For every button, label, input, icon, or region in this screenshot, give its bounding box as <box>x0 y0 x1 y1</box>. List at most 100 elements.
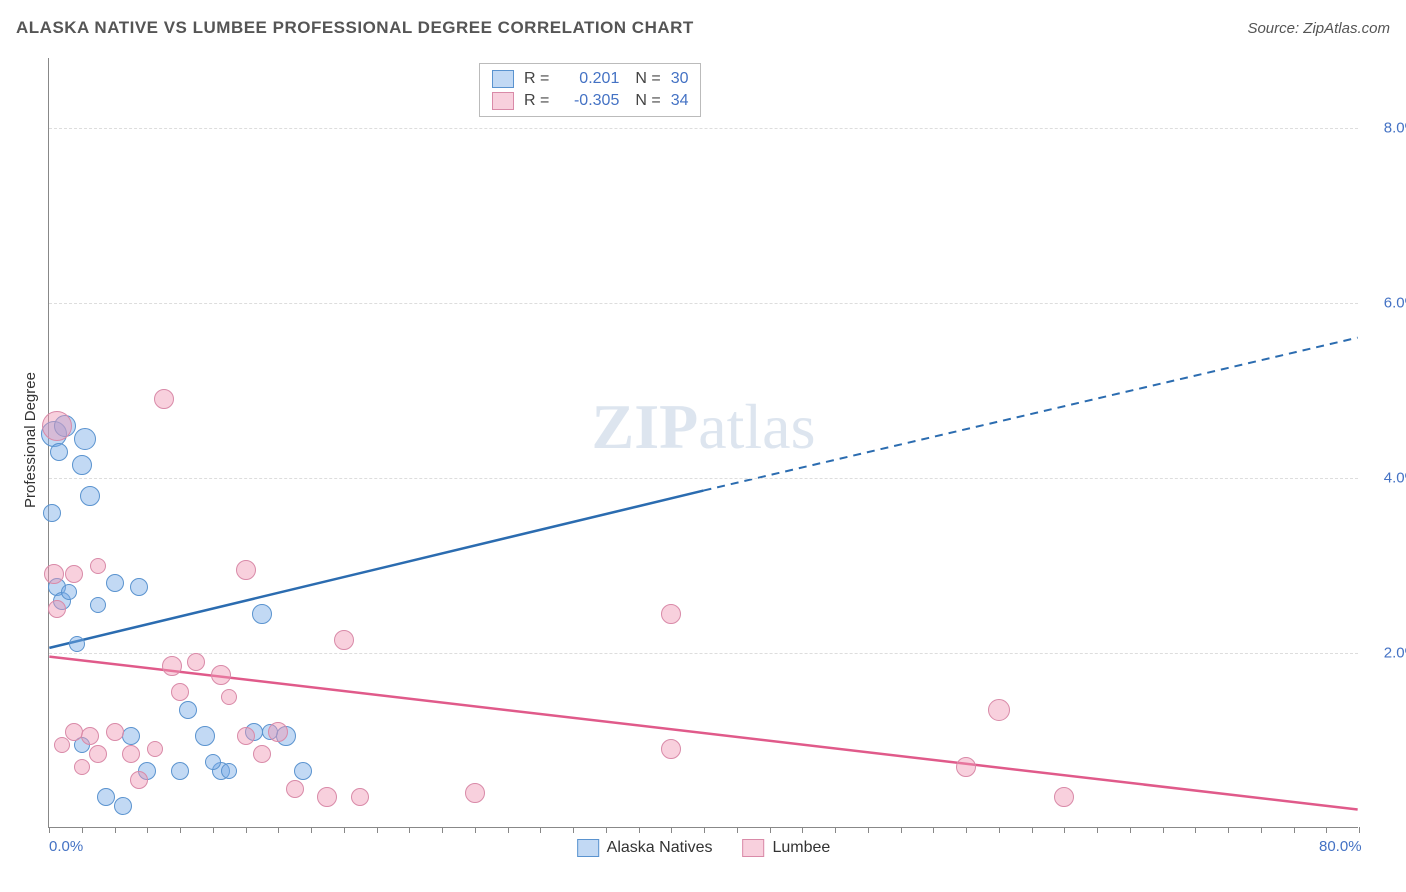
grid-line <box>49 303 1358 304</box>
n-label: N = <box>635 92 660 110</box>
legend-swatch <box>492 70 514 88</box>
data-point <box>130 578 148 596</box>
data-point <box>122 727 140 745</box>
data-point <box>48 600 66 618</box>
x-tick <box>213 827 214 833</box>
series-name: Alaska Natives <box>607 839 713 857</box>
x-tick <box>49 827 50 833</box>
grid-line <box>49 478 1358 479</box>
y-tick-label: 8.0% <box>1384 120 1406 137</box>
data-point <box>69 636 85 652</box>
x-tick <box>311 827 312 833</box>
data-point <box>154 389 174 409</box>
x-tick <box>835 827 836 833</box>
data-point <box>661 604 681 624</box>
data-point <box>1054 787 1074 807</box>
data-point <box>130 771 148 789</box>
series-legend: Alaska Natives Lumbee <box>577 839 831 857</box>
x-tick <box>606 827 607 833</box>
n-label: N = <box>635 70 660 88</box>
x-tick <box>1163 827 1164 833</box>
x-tick <box>409 827 410 833</box>
trend-line-solid <box>49 491 703 648</box>
x-tick <box>1032 827 1033 833</box>
x-tick <box>999 827 1000 833</box>
data-point <box>89 745 107 763</box>
chart-source: Source: ZipAtlas.com <box>1247 20 1390 37</box>
watermark: ZIPatlas <box>592 390 816 464</box>
data-point <box>106 723 124 741</box>
x-tick <box>1261 827 1262 833</box>
x-tick <box>278 827 279 833</box>
x-tick <box>1326 827 1327 833</box>
data-point <box>252 604 272 624</box>
data-point <box>65 565 83 583</box>
legend-swatch <box>577 839 599 857</box>
y-tick-label: 6.0% <box>1384 295 1406 312</box>
data-point <box>211 665 231 685</box>
data-point <box>114 797 132 815</box>
x-tick <box>933 827 934 833</box>
data-point <box>122 745 140 763</box>
legend-swatch <box>492 92 514 110</box>
legend-row: R =0.201N =30 <box>492 68 688 90</box>
data-point <box>465 783 485 803</box>
x-tick <box>180 827 181 833</box>
data-point <box>50 443 68 461</box>
data-point <box>44 564 64 584</box>
data-point <box>221 689 237 705</box>
x-tick <box>966 827 967 833</box>
x-tick <box>1359 827 1360 833</box>
r-value: 0.201 <box>559 70 619 88</box>
r-label: R = <box>524 70 549 88</box>
data-point <box>74 759 90 775</box>
r-label: R = <box>524 92 549 110</box>
x-tick <box>802 827 803 833</box>
series-name: Lumbee <box>773 839 831 857</box>
x-tick <box>1195 827 1196 833</box>
data-point <box>61 584 77 600</box>
y-axis-title: Professional Degree <box>22 372 39 508</box>
x-tick <box>147 827 148 833</box>
plot-area: ZIPatlas R =0.201N =30R =-0.305N =34 Ala… <box>48 58 1358 828</box>
data-point <box>90 597 106 613</box>
data-point <box>317 787 337 807</box>
chart-title: ALASKA NATIVE VS LUMBEE PROFESSIONAL DEG… <box>16 18 694 38</box>
data-point <box>988 699 1010 721</box>
x-tick <box>1130 827 1131 833</box>
data-point <box>221 763 237 779</box>
x-tick <box>246 827 247 833</box>
x-tick <box>540 827 541 833</box>
grid-line <box>49 128 1358 129</box>
data-point <box>171 683 189 701</box>
x-tick <box>377 827 378 833</box>
series-legend-item: Lumbee <box>743 839 831 857</box>
data-point <box>97 788 115 806</box>
x-tick <box>1097 827 1098 833</box>
x-tick <box>901 827 902 833</box>
x-tick-label: 0.0% <box>49 838 83 855</box>
x-tick <box>1228 827 1229 833</box>
legend-row: R =-0.305N =34 <box>492 90 688 112</box>
data-point <box>334 630 354 650</box>
data-point <box>236 560 256 580</box>
y-tick-label: 2.0% <box>1384 645 1406 662</box>
x-tick <box>115 827 116 833</box>
data-point <box>42 411 72 441</box>
data-point <box>171 762 189 780</box>
legend-swatch <box>743 839 765 857</box>
n-value: 34 <box>671 92 689 110</box>
data-point <box>351 788 369 806</box>
series-legend-item: Alaska Natives <box>577 839 713 857</box>
x-tick <box>1294 827 1295 833</box>
data-point <box>147 741 163 757</box>
data-point <box>187 653 205 671</box>
data-point <box>195 726 215 746</box>
trend-line-dashed <box>704 338 1358 491</box>
x-tick <box>508 827 509 833</box>
data-point <box>90 558 106 574</box>
x-tick <box>573 827 574 833</box>
data-point <box>106 574 124 592</box>
x-tick <box>671 827 672 833</box>
x-tick-label: 80.0% <box>1319 838 1362 855</box>
